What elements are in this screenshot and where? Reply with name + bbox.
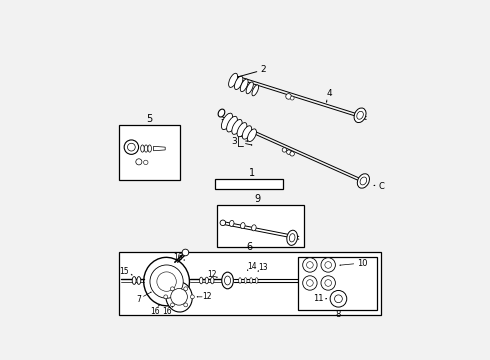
Ellipse shape — [137, 276, 141, 284]
Ellipse shape — [357, 111, 364, 119]
Circle shape — [287, 150, 291, 154]
Ellipse shape — [166, 282, 192, 312]
Ellipse shape — [222, 272, 233, 289]
Ellipse shape — [252, 225, 256, 231]
Circle shape — [303, 258, 317, 272]
Ellipse shape — [144, 257, 190, 306]
Bar — [215, 179, 283, 189]
Text: 8: 8 — [335, 310, 341, 319]
Ellipse shape — [229, 220, 234, 226]
Circle shape — [157, 272, 176, 291]
Ellipse shape — [239, 278, 242, 283]
Ellipse shape — [250, 278, 252, 283]
Circle shape — [184, 303, 188, 307]
Polygon shape — [153, 146, 165, 151]
Text: 1: 1 — [248, 168, 255, 178]
Ellipse shape — [241, 222, 245, 229]
Ellipse shape — [199, 277, 203, 284]
Ellipse shape — [229, 73, 238, 87]
Text: 4: 4 — [326, 89, 332, 98]
Circle shape — [303, 276, 317, 290]
Text: 11: 11 — [313, 294, 323, 303]
Text: 14: 14 — [247, 262, 256, 271]
Ellipse shape — [242, 126, 252, 139]
Text: 13: 13 — [258, 263, 268, 272]
Circle shape — [290, 152, 294, 156]
Circle shape — [307, 262, 313, 268]
Ellipse shape — [148, 145, 151, 152]
Circle shape — [124, 140, 139, 154]
Text: 15: 15 — [119, 267, 128, 276]
Circle shape — [136, 159, 142, 165]
Text: 3: 3 — [232, 137, 237, 146]
Text: 7: 7 — [136, 295, 141, 304]
Bar — [119, 252, 381, 315]
Circle shape — [150, 265, 183, 298]
Ellipse shape — [224, 276, 231, 285]
Text: 10: 10 — [357, 258, 368, 267]
Ellipse shape — [205, 277, 208, 284]
Circle shape — [286, 94, 292, 99]
Bar — [298, 257, 377, 310]
Text: 2: 2 — [261, 65, 267, 74]
Ellipse shape — [237, 123, 247, 137]
Ellipse shape — [234, 76, 243, 90]
Ellipse shape — [232, 120, 242, 134]
Text: 5: 5 — [147, 114, 153, 124]
Bar — [217, 205, 304, 247]
Ellipse shape — [287, 230, 297, 246]
Ellipse shape — [141, 145, 144, 152]
Circle shape — [184, 287, 188, 291]
Circle shape — [220, 220, 225, 226]
Ellipse shape — [227, 116, 237, 132]
Circle shape — [335, 295, 343, 303]
Ellipse shape — [289, 234, 295, 242]
Circle shape — [144, 160, 148, 165]
Text: 12: 12 — [207, 270, 217, 279]
Circle shape — [164, 295, 168, 299]
Ellipse shape — [218, 109, 225, 117]
Ellipse shape — [221, 113, 233, 130]
Ellipse shape — [354, 108, 366, 122]
Circle shape — [182, 249, 189, 256]
Circle shape — [321, 276, 335, 290]
Circle shape — [171, 303, 174, 307]
Ellipse shape — [360, 177, 367, 185]
Ellipse shape — [357, 174, 369, 188]
Circle shape — [191, 295, 195, 299]
Circle shape — [282, 148, 287, 152]
Ellipse shape — [240, 79, 248, 91]
Circle shape — [325, 280, 332, 286]
Circle shape — [321, 258, 335, 272]
Text: 12: 12 — [202, 292, 212, 301]
Circle shape — [171, 288, 187, 305]
Circle shape — [290, 96, 294, 100]
Text: 9: 9 — [255, 194, 261, 204]
Ellipse shape — [255, 278, 258, 283]
Text: 16: 16 — [173, 253, 182, 262]
Ellipse shape — [246, 82, 253, 94]
Ellipse shape — [244, 278, 247, 283]
Ellipse shape — [252, 85, 259, 96]
Text: 16: 16 — [163, 307, 172, 316]
Ellipse shape — [247, 129, 256, 141]
Text: 6: 6 — [246, 242, 253, 252]
Circle shape — [307, 280, 313, 286]
Text: C: C — [379, 182, 385, 191]
Ellipse shape — [211, 277, 214, 284]
Circle shape — [325, 262, 332, 268]
Text: 16: 16 — [151, 307, 160, 316]
Circle shape — [127, 143, 135, 151]
Ellipse shape — [132, 276, 136, 284]
Bar — [119, 125, 180, 180]
Circle shape — [330, 291, 347, 307]
Ellipse shape — [144, 145, 148, 152]
Circle shape — [171, 287, 174, 291]
